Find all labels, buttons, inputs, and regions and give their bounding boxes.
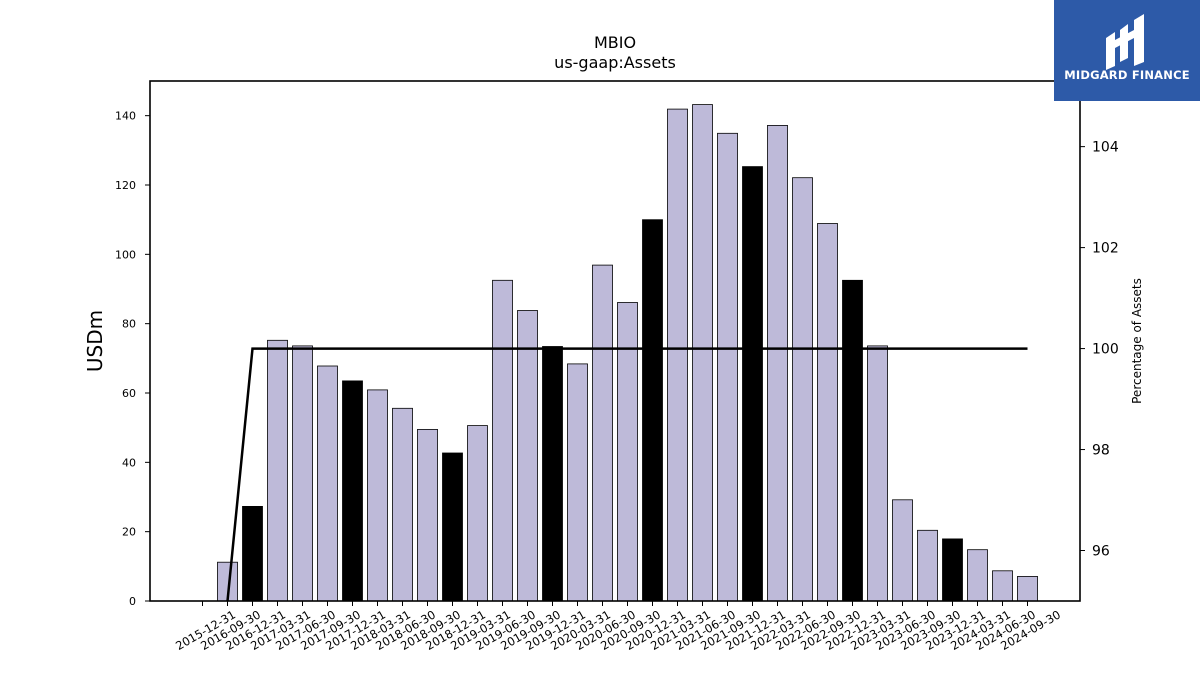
y2-axis-label: Percentage of Assets: [1130, 278, 1144, 404]
y-tick-label: 80: [122, 318, 136, 331]
y-axis: 0 20 40 60 80 100 120 140: [115, 110, 150, 608]
bar-2017-12-31: [342, 380, 363, 602]
x-axis: 2015-12-312016-09-302016-12-312017-03-31…: [173, 601, 1063, 653]
y-tick-label: 40: [122, 456, 136, 469]
bar-2021-03-31: [667, 108, 688, 602]
bar-2019-12-31: [542, 346, 563, 602]
y-tick-label: 20: [122, 526, 136, 539]
y-tick-label: 140: [115, 110, 136, 123]
y2-tick-label: 102: [1092, 241, 1119, 257]
bar-2018-12-31: [442, 452, 463, 602]
bar-2023-03-31: [867, 345, 888, 602]
bar-2017-03-31: [267, 339, 288, 602]
bar-2018-09-30: [417, 428, 438, 602]
bar-2020-03-31: [567, 363, 588, 602]
line-layer: [226, 347, 1028, 602]
bar-2020-12-31: [642, 219, 663, 602]
bar-2023-09-30: [917, 529, 938, 602]
brand-name: MIDGARD FINANCE: [1064, 68, 1190, 82]
bar-2022-12-31: [842, 279, 863, 602]
bar-2024-06-30: [992, 570, 1013, 602]
bar-2022-09-30: [817, 223, 838, 602]
bar-2020-06-30: [592, 264, 613, 602]
bar-2016-12-31: [242, 505, 263, 602]
y-tick-label: 0: [129, 595, 136, 608]
bar-2022-03-31: [767, 125, 788, 602]
bars-group: [217, 104, 1038, 602]
bar-2019-03-31: [467, 425, 488, 602]
y-tick-label: 120: [115, 179, 136, 192]
series-line: [226, 347, 1028, 602]
bar-2024-09-30: [1017, 576, 1038, 602]
bar-2018-03-31: [367, 389, 388, 602]
bar-2024-03-31: [967, 549, 988, 602]
bar-2020-09-30: [617, 302, 638, 602]
chart-title: MBIO: [594, 33, 636, 52]
bar-2023-12-31: [942, 538, 963, 602]
bar-2018-06-30: [392, 407, 413, 602]
bar-2019-09-30: [517, 310, 538, 602]
y2-axis: 96 98 100 102 104: [1080, 140, 1119, 560]
y2-tick-label: 96: [1092, 544, 1110, 560]
chart-subtitle: us-gaap:Assets: [554, 53, 676, 72]
plot-frame: [149, 80, 1081, 602]
bar-2021-09-30: [717, 132, 738, 602]
y-tick-label: 100: [115, 248, 136, 261]
y-tick-label: 60: [122, 387, 136, 400]
bar-2022-06-30: [792, 177, 813, 602]
bar-2017-09-30: [317, 365, 338, 602]
brand-mark-icon: [1106, 14, 1144, 70]
bar-2023-06-30: [892, 499, 913, 602]
brand-logo: MIDGARD FINANCE: [1054, 0, 1200, 101]
bar-2021-12-31: [742, 166, 763, 602]
y2-tick-label: 98: [1092, 443, 1110, 459]
y-axis-label: USDm: [83, 310, 107, 372]
bar-2021-06-30: [692, 104, 713, 602]
y2-tick-label: 104: [1092, 140, 1119, 156]
bar-2017-06-30: [292, 345, 313, 602]
y2-tick-label: 100: [1092, 342, 1119, 358]
bar-2019-06-30: [492, 279, 513, 602]
